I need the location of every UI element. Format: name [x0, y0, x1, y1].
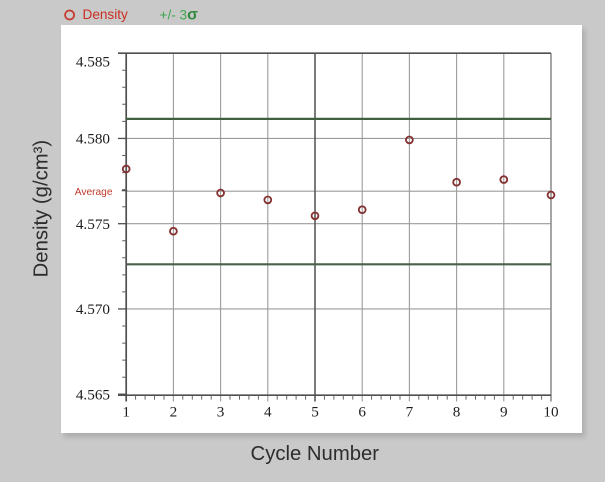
svg-text:+/- 3σ: +/- 3σ	[160, 7, 199, 24]
svg-text:Density: Density	[83, 7, 129, 22]
svg-text:4.575: 4.575	[76, 216, 110, 233]
svg-text:5: 5	[311, 404, 319, 421]
svg-text:6: 6	[358, 404, 366, 421]
svg-text:4: 4	[264, 404, 272, 421]
svg-text:2: 2	[170, 404, 178, 421]
svg-text:1: 1	[122, 404, 130, 421]
svg-text:4.585: 4.585	[76, 54, 110, 71]
svg-text:Density (g/cm³): Density (g/cm³)	[30, 140, 52, 277]
svg-text:Cycle Number: Cycle Number	[251, 443, 380, 465]
svg-text:9: 9	[500, 404, 508, 421]
svg-text:10: 10	[543, 404, 559, 421]
svg-text:8: 8	[453, 404, 461, 421]
svg-text:4.565: 4.565	[76, 386, 110, 403]
svg-text:3: 3	[217, 404, 225, 421]
svg-text:4.580: 4.580	[76, 131, 111, 148]
svg-text:4.570: 4.570	[76, 301, 111, 318]
svg-text:7: 7	[406, 404, 414, 421]
svg-text:Average: Average	[75, 187, 113, 198]
